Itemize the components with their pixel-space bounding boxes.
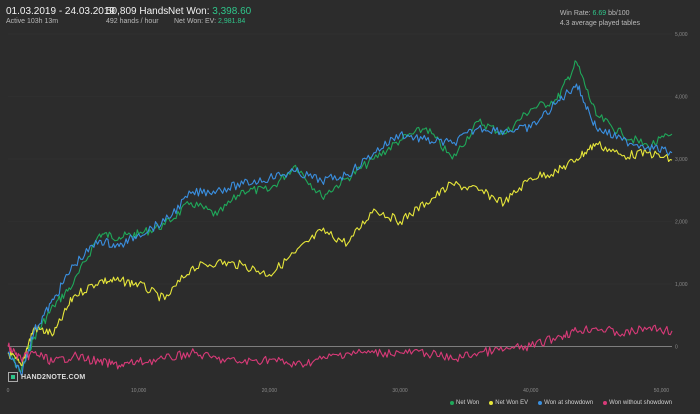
win-rate-label: Win Rate:: [559, 10, 591, 17]
legend-item[interactable]: Net Won: [450, 400, 479, 406]
y-tick-label: 0: [675, 345, 678, 351]
win-rate-unit: bb/100: [608, 10, 630, 17]
legend-item[interactable]: Net Won EV: [489, 400, 528, 406]
net-won-block: Net Won: 3,398.60 Net Won: EV: 2,981.84: [168, 7, 251, 27]
hands-count: 50,809 Hands: [106, 6, 169, 17]
series-line-won-at-showdown: [7, 83, 673, 377]
chart-legend: Net Won Net Won EV Won at showdown Won with…: [450, 400, 672, 406]
y-tick-label: 2,000: [675, 220, 688, 226]
y-tick-label: 5,000: [675, 32, 688, 38]
x-tick-label: 10,000: [131, 388, 147, 394]
hands-block: 50,809 Hands 492 hands / hour: [106, 7, 168, 27]
win-rate-value: 6.69: [592, 10, 607, 17]
x-tick-label: 20,000: [262, 388, 278, 394]
net-won-label: Net Won:: [168, 6, 210, 17]
legend-marker-icon: [450, 401, 454, 405]
avg-tables: 4.3 average played tables: [559, 20, 640, 27]
series-line-net-won: [7, 60, 673, 373]
y-tick-label: 1,000: [675, 282, 688, 288]
x-tick-label: 0: [7, 388, 10, 394]
x-tick-label: 40,000: [523, 388, 539, 394]
legend-marker-icon: [603, 401, 608, 405]
net-won-ev-value: 2,981.84: [217, 18, 246, 25]
series-line-net-won-ev: [7, 141, 673, 366]
stats-header: 01.03.2019 - 24.03.2019 Active 103h 13m …: [0, 0, 700, 30]
series-line-won-without-showdown: [7, 324, 673, 370]
win-rate: Win Rate: 6.69 bb/100: [560, 9, 640, 19]
legend-label: Won at showdown: [544, 400, 594, 406]
date-block: 01.03.2019 - 24.03.2019 Active 103h 13m: [6, 7, 115, 27]
logo-icon: [8, 372, 18, 382]
active-time: Active 103h 13m: [6, 18, 59, 25]
win-rate-block: Win Rate: 6.69 bb/100 4.3 average played…: [560, 9, 640, 29]
legend-item[interactable]: Won without showdown: [603, 400, 672, 406]
logo-text: HAND2NOTE.COM: [21, 373, 86, 381]
net-won-ev: Net Won: EV: 2,981.84: [174, 17, 251, 27]
y-tick-label: 3,000: [675, 157, 688, 163]
y-tick-label: 4,000: [675, 95, 688, 101]
legend-item[interactable]: Won at showdown: [538, 400, 593, 406]
legend-label: Net Won: [456, 400, 480, 406]
legend-label: Net Won EV: [495, 400, 529, 406]
date-range: 01.03.2019 - 24.03.2019: [6, 6, 115, 17]
x-tick-label: 30,000: [392, 388, 408, 394]
net-won-value: 3,398.60: [212, 6, 252, 17]
legend-marker-icon: [538, 401, 543, 405]
hands-rate: 492 hands / hour: [106, 18, 159, 25]
net-won-ev-label: Net Won: EV:: [174, 18, 217, 25]
hand2note-logo: HAND2NOTE.COM: [8, 372, 85, 382]
legend-marker-icon: [489, 401, 494, 405]
net-won: Net Won: 3,398.60: [168, 7, 251, 17]
x-tick-label: 50,000: [654, 388, 670, 394]
legend-label: Won without showdown: [609, 400, 672, 406]
